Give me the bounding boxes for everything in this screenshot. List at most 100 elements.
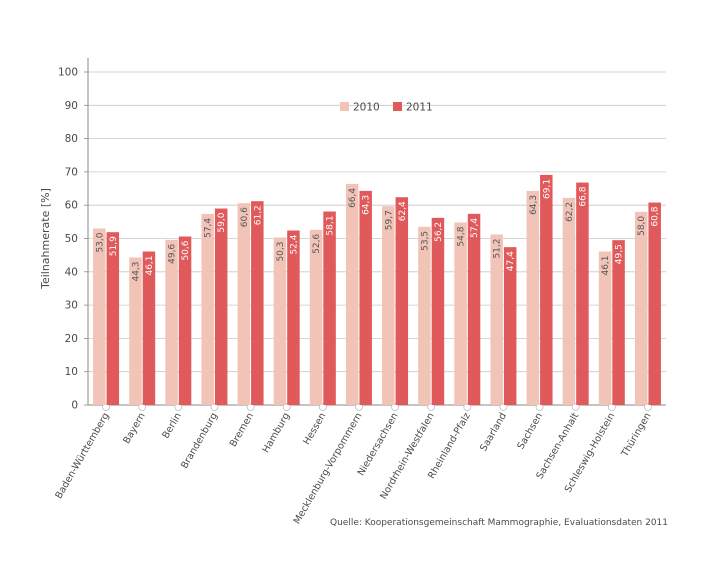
x-tick-label: Mecklenburg-Vorpommern [292, 411, 365, 526]
bar-2011 [395, 197, 409, 405]
bar-value-label: 53,5 [420, 231, 430, 251]
x-tick-label: Saarland [478, 411, 509, 453]
y-tick-label: 0 [71, 400, 78, 412]
bar-2011 [214, 208, 228, 405]
bar-value-label: 60,6 [240, 207, 250, 227]
bar-value-label: 66,8 [578, 186, 588, 206]
y-tick-label: 50 [65, 233, 78, 245]
x-tick-label: Thüringen [619, 411, 653, 460]
x-tick-marker [318, 403, 327, 411]
x-tick-label: Bremen [228, 411, 256, 449]
x-tick-marker [102, 403, 110, 411]
bar-value-label: 44,3 [131, 261, 141, 281]
y-tick-label: 80 [65, 133, 78, 145]
bar-2011 [359, 190, 372, 405]
bar-value-label: 58,0 [637, 216, 647, 236]
x-tick-label: Hamburg [261, 411, 293, 455]
bar-2011 [431, 217, 445, 405]
x-tick-marker [210, 403, 219, 411]
bar-2011 [540, 174, 553, 405]
bar-2011 [467, 213, 481, 405]
y-tick-label: 40 [65, 266, 78, 278]
x-tick-label: Baden-Württemberg [53, 411, 111, 501]
bar-value-label: 62,2 [565, 202, 575, 222]
legend-swatch [393, 102, 402, 111]
bar-2011 [251, 201, 264, 405]
y-tick-label: 70 [65, 166, 78, 178]
y-tick-label: 20 [65, 333, 78, 345]
y-tick-label: 90 [65, 100, 78, 112]
bar-2010 [562, 197, 576, 405]
y-tick-label: 100 [58, 67, 78, 79]
bar-2010 [129, 257, 142, 405]
bar-value-label: 64,3 [529, 195, 539, 215]
bar-value-label: 59,7 [384, 210, 394, 230]
y-tick-label: 30 [65, 300, 78, 312]
bar-value-label: 57,4 [470, 218, 480, 238]
bar-value-label: 69,1 [542, 179, 552, 199]
x-tick-marker [499, 403, 508, 411]
bar-2010 [237, 203, 251, 405]
bar-value-label: 46,1 [145, 255, 155, 275]
bar-2010 [345, 183, 359, 405]
x-tick-label: Berlin [160, 411, 183, 441]
x-tick-marker [463, 403, 472, 411]
bar-2010 [201, 213, 214, 405]
x-tick-marker [535, 403, 544, 411]
bar-2010 [490, 234, 503, 405]
bar-2010 [93, 228, 106, 405]
bar-2010 [309, 229, 323, 405]
bar-value-label: 61,2 [253, 205, 263, 225]
y-tick-label: 10 [65, 366, 78, 378]
bar-2011 [503, 247, 517, 405]
bar-2011 [178, 236, 192, 405]
x-tick-marker [355, 403, 363, 411]
x-tick-marker [571, 403, 580, 411]
legend-label: 2011 [406, 102, 433, 114]
bar-value-label: 51,9 [109, 236, 119, 256]
bar-value-label: 51,2 [493, 239, 503, 259]
x-tick-label: Hessen [301, 411, 328, 447]
x-tick-marker [391, 403, 399, 411]
bar-value-label: 62,4 [398, 201, 408, 221]
x-tick-marker [282, 403, 291, 411]
bar-2011 [287, 230, 300, 405]
bar-value-label: 47,4 [506, 251, 516, 271]
bar-value-label: 50,3 [276, 242, 286, 262]
bar-2010 [382, 206, 395, 405]
x-tick-marker [174, 403, 183, 411]
bar-value-label: 57,4 [204, 218, 214, 238]
bar-value-label: 54,8 [457, 226, 467, 246]
x-tick-marker [246, 403, 255, 411]
x-tick-marker [138, 403, 147, 411]
bar-value-label: 66,4 [348, 188, 358, 208]
bar-2010 [273, 237, 287, 405]
bar-2011 [323, 211, 336, 405]
bar-2010 [634, 211, 648, 405]
bar-value-label: 53,0 [95, 232, 105, 252]
bar-value-label: 52,6 [312, 234, 322, 254]
bar-2011 [576, 182, 589, 405]
x-tick-label: Sachsen [515, 411, 545, 451]
bar-value-label: 60,8 [651, 206, 661, 226]
source-note: Quelle: Kooperationsgemeinschaft Mammogr… [330, 518, 668, 528]
bar-value-label: 64,3 [362, 195, 372, 215]
bar-value-label: 59,0 [217, 212, 227, 232]
bar-value-label: 50,6 [181, 240, 191, 260]
bar-2010 [598, 251, 612, 405]
x-tick-label: Brandenburg [179, 411, 220, 471]
bar-2011 [612, 240, 625, 405]
bar-2010 [418, 226, 431, 405]
y-tick-label: 60 [65, 200, 78, 212]
bar-value-label: 56,2 [434, 222, 444, 242]
bar-value-label: 58,1 [326, 216, 336, 236]
x-tick-marker [607, 403, 616, 411]
bar-2011 [142, 251, 156, 405]
bar-2011 [106, 232, 120, 405]
bar-value-label: 49,6 [168, 244, 178, 264]
bar-value-label: 46,1 [601, 255, 611, 275]
legend-label: 2010 [353, 102, 380, 114]
y-axis-title: Teilnahmerate [%] [39, 188, 52, 290]
x-tick-label: Bayern [121, 411, 147, 446]
bar-2010 [454, 222, 467, 405]
